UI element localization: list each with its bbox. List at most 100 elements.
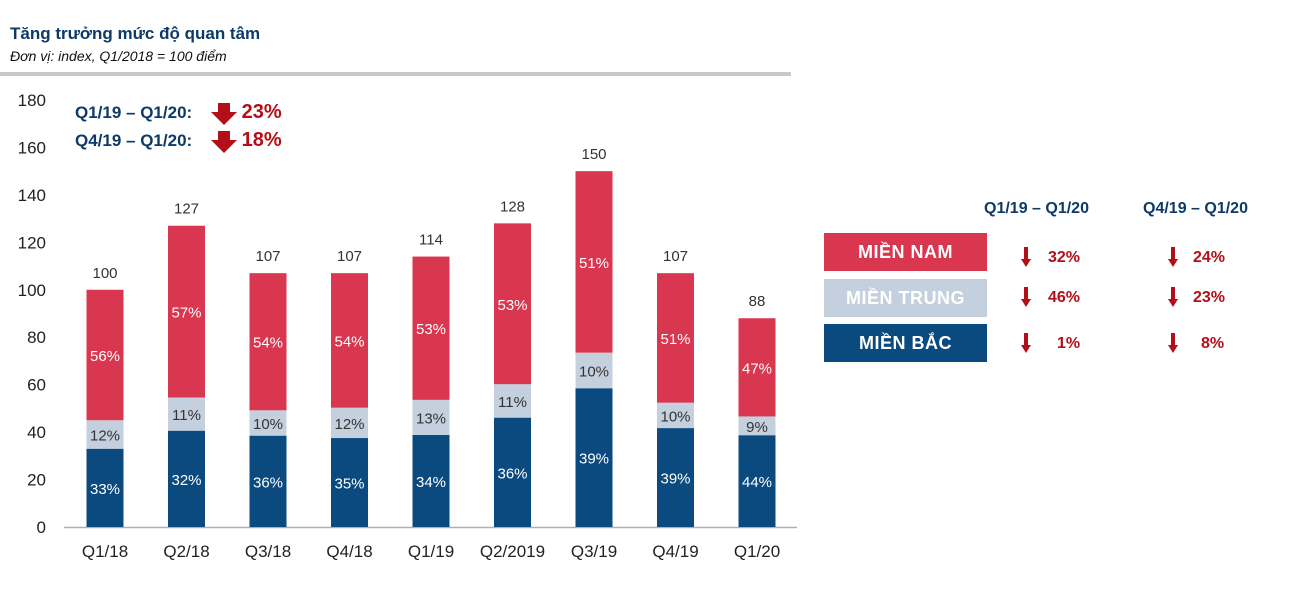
x-tick-label: Q1/18 — [82, 542, 128, 561]
total-label: 107 — [255, 248, 280, 265]
total-label: 100 — [92, 265, 117, 282]
bar-segment — [168, 430, 205, 527]
summary-yoy: Q1/19 – Q1/20: 23% — [75, 101, 282, 125]
bar-segment — [331, 273, 368, 408]
x-tick-label: Q2/2019 — [480, 542, 545, 561]
data-label: 56% — [90, 348, 120, 365]
bar-segment — [412, 434, 450, 527]
bar-segment — [738, 435, 776, 527]
data-label: 53% — [416, 321, 446, 338]
x-tick-label: Q3/19 — [571, 542, 617, 561]
bar-segment — [657, 428, 694, 527]
stacked-bar-chart: 0 20 40 60 80 100 120 140 160 180 33% 12% 56% 100 Q1/1… — [18, 91, 797, 561]
data-label: 32% — [171, 472, 201, 489]
chart-title: Tăng trưởng mức độ quan tâm — [10, 24, 261, 43]
down-arrow-icon — [1021, 247, 1031, 267]
x-tick-label: Q3/18 — [245, 542, 291, 561]
bar-segment — [331, 438, 368, 527]
y-tick-label: 160 — [18, 138, 46, 157]
y-tick-label: 140 — [18, 186, 46, 205]
bar-segment — [249, 435, 287, 527]
data-label: 10% — [253, 416, 283, 433]
total-label: 107 — [337, 248, 362, 265]
data-label: 39% — [660, 471, 690, 488]
data-label: 54% — [334, 333, 364, 350]
down-arrow-icon — [1168, 247, 1178, 267]
summary-qoq: Q4/19 – Q1/20: 18% — [75, 129, 282, 153]
data-label: 10% — [579, 363, 609, 380]
side-header-qoq: Q4/19 – Q1/20 — [1143, 200, 1248, 217]
bar-segment — [86, 420, 124, 449]
y-tick-label: 80 — [27, 328, 46, 347]
bar-segment — [168, 225, 205, 398]
data-label: 39% — [579, 451, 609, 468]
x-tick-label: Q1/19 — [408, 542, 454, 561]
bar-segment — [412, 399, 450, 435]
data-label: 35% — [334, 476, 364, 493]
bar-segment — [657, 273, 694, 403]
bar-segment — [168, 397, 205, 431]
region-mien-nam: MIỀN NAM — [824, 233, 987, 271]
y-tick-label: 120 — [18, 233, 46, 252]
x-tick-label: Q4/18 — [326, 542, 372, 561]
bar-segment — [494, 417, 531, 527]
y-tick-label: 20 — [27, 471, 46, 490]
data-label: 34% — [416, 474, 446, 491]
title-divider — [0, 72, 791, 76]
data-label: 12% — [90, 427, 120, 444]
y-tick-label: 180 — [18, 91, 46, 110]
summary-yoy-label: Q1/19 – Q1/20: — [75, 103, 193, 122]
bar-segment — [331, 407, 368, 439]
data-label: 51% — [660, 331, 690, 348]
total-label: 150 — [581, 146, 606, 163]
bar-segment — [575, 171, 613, 353]
bar-segment — [575, 352, 613, 389]
data-label: 51% — [579, 255, 609, 272]
total-label: 107 — [663, 248, 688, 265]
y-tick-label: 40 — [27, 423, 46, 442]
summary-qoq-value: 18% — [241, 129, 282, 151]
region-mien-trung: MIỀN TRUNG — [824, 279, 987, 317]
data-label: 53% — [497, 297, 527, 314]
down-arrow-icon — [1021, 333, 1031, 353]
data-label: 54% — [253, 335, 283, 352]
bar-segment — [738, 416, 776, 436]
data-label: 12% — [334, 416, 364, 433]
mien-bac-yoy: 1% — [1057, 335, 1081, 352]
data-label: 11% — [172, 407, 201, 424]
y-tick-label: 0 — [37, 518, 46, 537]
region-mien-bac: MIỀN BẮC — [824, 324, 987, 362]
data-label: 47% — [742, 360, 772, 377]
summary-qoq-label: Q4/19 – Q1/20: — [75, 131, 193, 150]
data-label: 10% — [660, 408, 690, 425]
mien-nam-qoq: 24% — [1193, 249, 1226, 266]
total-label: 88 — [749, 293, 766, 310]
bar-segment — [249, 410, 287, 436]
side-header-yoy: Q1/19 – Q1/20 — [984, 200, 1089, 217]
data-label: 13% — [416, 410, 446, 427]
total-label: 114 — [419, 232, 443, 249]
data-label: 11% — [498, 394, 527, 411]
down-arrow-icon — [1021, 287, 1031, 307]
mien-nam-yoy: 32% — [1048, 249, 1081, 266]
down-arrow-icon — [1168, 287, 1178, 307]
data-label: 33% — [90, 481, 120, 498]
bar-segment — [412, 256, 450, 400]
x-tick-label: Q2/18 — [163, 542, 209, 561]
total-label: 128 — [500, 198, 525, 215]
down-arrow-icon — [210, 102, 237, 125]
summary-yoy-value: 23% — [241, 101, 282, 123]
bar-segment — [494, 223, 531, 385]
data-label: 44% — [742, 474, 772, 491]
bar-segment — [249, 273, 287, 411]
bar-segment — [738, 318, 776, 417]
mien-trung-qoq: 23% — [1193, 289, 1226, 306]
y-tick-label: 100 — [18, 281, 46, 300]
mien-bac-qoq: 8% — [1201, 335, 1225, 352]
y-tick-label: 60 — [27, 376, 46, 395]
bar-segment — [86, 289, 124, 421]
total-label: 127 — [174, 201, 199, 218]
bar-segment — [86, 448, 124, 527]
data-label: 9% — [746, 419, 768, 436]
x-tick-label: Q1/20 — [734, 542, 780, 561]
